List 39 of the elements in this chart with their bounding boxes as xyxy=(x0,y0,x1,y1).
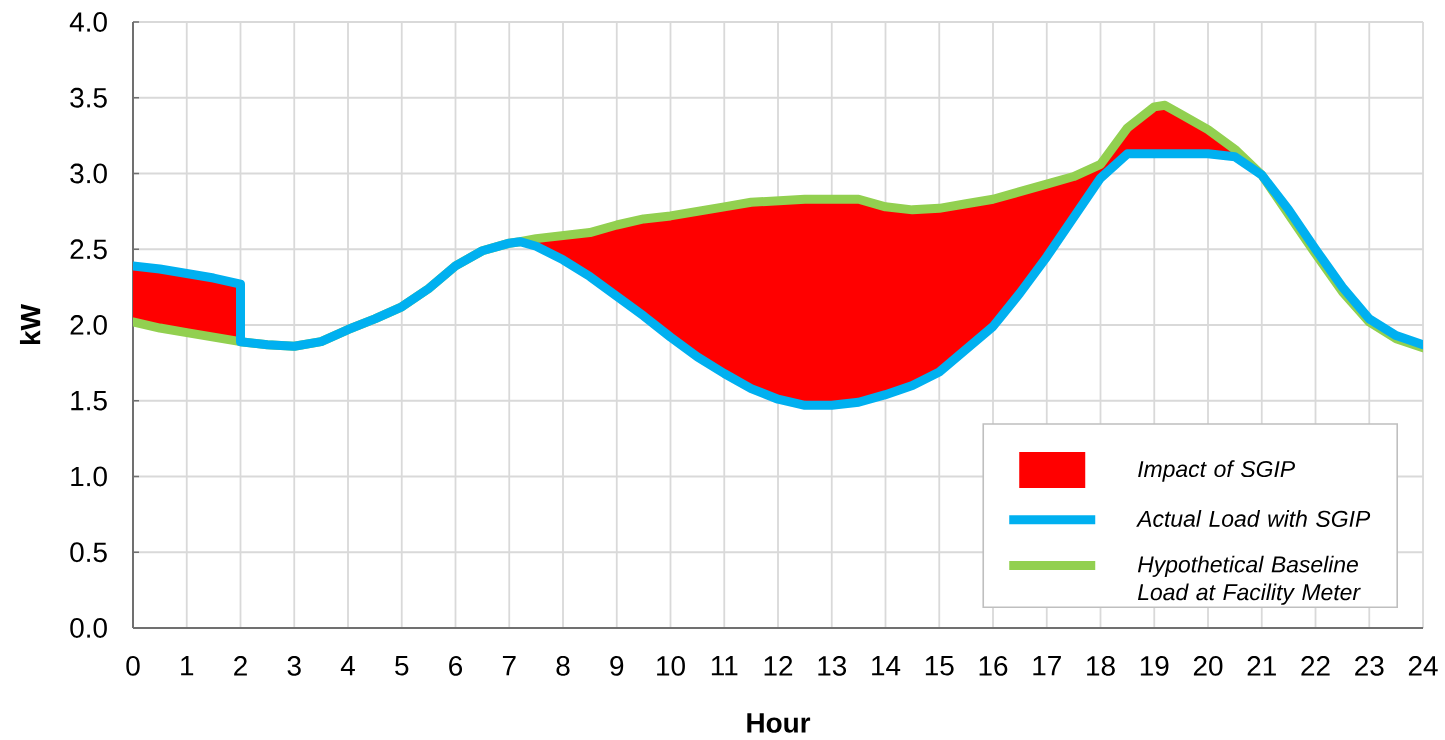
x-tick-label: 13 xyxy=(818,656,847,676)
x-tick-label: 4 xyxy=(340,656,355,676)
x-axis-title: Hour xyxy=(747,713,811,733)
x-tick-label: 18 xyxy=(1087,656,1115,676)
x-tick-label: 1 xyxy=(181,656,194,676)
y-tick-label: 4.0 xyxy=(69,12,107,32)
x-tick-label: 20 xyxy=(1193,656,1223,676)
x-tick-label: 23 xyxy=(1355,656,1384,676)
y-axis-title: kW xyxy=(19,304,41,344)
x-tick-label: 14 xyxy=(872,656,901,676)
x-tick-label: 2 xyxy=(234,656,247,676)
x-tick-label: 5 xyxy=(395,656,409,676)
y-tick-label: 3.0 xyxy=(70,163,107,184)
y-tick-label: 1.0 xyxy=(71,466,107,487)
x-tick-label: 7 xyxy=(502,656,516,676)
legend-label: Hypothetical Baseline Load at Facility Meter xyxy=(1137,555,1361,605)
x-tick-label: 8 xyxy=(556,656,570,676)
x-tick-label: 16 xyxy=(979,656,1008,676)
x-tick-label: 0 xyxy=(126,656,140,676)
legend-label: Impact of SGIP xyxy=(1138,460,1295,482)
x-tick-label: 24 xyxy=(1408,656,1438,676)
y-tick-label: 0.5 xyxy=(70,542,107,563)
x-tick-label: 6 xyxy=(449,656,463,676)
legend-label: Actual Load with SGIP xyxy=(1136,510,1371,527)
y-tick-label: 2.5 xyxy=(70,239,107,260)
x-tick-label: 9 xyxy=(610,656,624,676)
y-tick-label: 1.5 xyxy=(71,391,107,411)
x-tick-label: 19 xyxy=(1140,656,1169,676)
x-tick-label: 10 xyxy=(657,656,685,676)
x-tick-label: 17 xyxy=(1033,656,1061,676)
x-tick-label: 12 xyxy=(764,656,793,676)
x-tick-label: 21 xyxy=(1247,656,1276,676)
y-tick-label: 3.5 xyxy=(70,87,107,108)
y-tick-label: 0.0 xyxy=(70,618,107,638)
x-tick-label: 22 xyxy=(1301,656,1330,676)
y-tick-label: 2.0 xyxy=(70,315,107,335)
x-tick-label: 11 xyxy=(711,656,738,676)
x-tick-label: 3 xyxy=(287,656,301,676)
x-tick-label: 15 xyxy=(925,656,954,676)
